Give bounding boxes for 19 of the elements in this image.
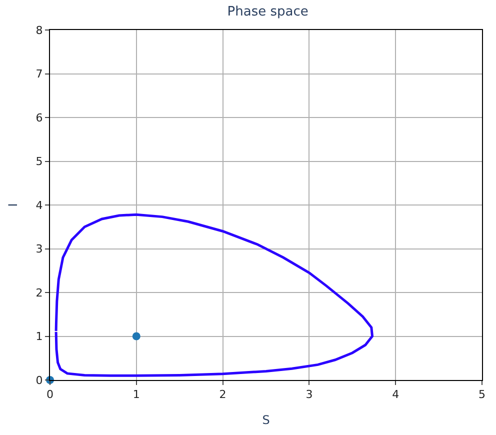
y-tick-label: 4 — [36, 198, 43, 212]
chart-title: Phase space — [227, 4, 308, 20]
y-tick-label: 3 — [36, 242, 43, 256]
x-tick-label: 4 — [392, 388, 400, 402]
x-axis-title: S — [262, 413, 270, 428]
x-tick-label: 5 — [478, 388, 486, 402]
y-tick-label: 7 — [36, 68, 43, 81]
y-tick-label: 0 — [36, 374, 43, 387]
y-tick-label: 2 — [36, 286, 43, 300]
x-tick-label: 1 — [132, 388, 140, 402]
y-tick-label: 6 — [36, 111, 43, 124]
line-series — [54, 213, 374, 377]
y-tick-label: 1 — [36, 330, 43, 344]
y-axis-title: I — [6, 203, 20, 207]
y-tick-label: 5 — [36, 155, 43, 168]
y-tick-label: 8 — [36, 24, 43, 37]
x-tick-label: 3 — [306, 388, 313, 402]
x-tick-label: 0 — [46, 388, 54, 402]
x-tick-label: 2 — [219, 388, 226, 402]
